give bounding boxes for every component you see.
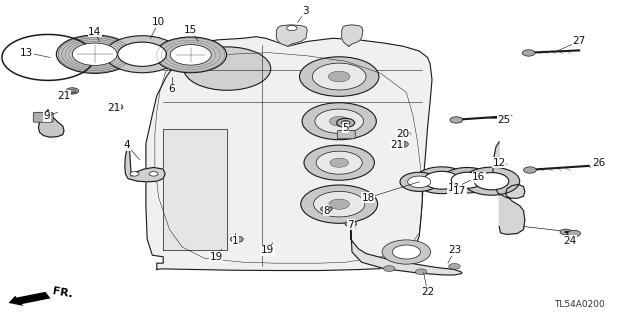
Circle shape <box>72 43 117 65</box>
Circle shape <box>451 172 483 188</box>
Circle shape <box>110 104 123 110</box>
Text: 6: 6 <box>168 84 175 94</box>
Text: 18: 18 <box>362 193 374 203</box>
Circle shape <box>300 57 379 96</box>
Text: 17: 17 <box>453 186 466 197</box>
Circle shape <box>329 199 349 209</box>
Circle shape <box>155 37 227 73</box>
Circle shape <box>328 71 350 82</box>
Polygon shape <box>163 129 227 250</box>
Text: 1: 1 <box>232 236 239 246</box>
Circle shape <box>149 172 158 176</box>
Text: 21: 21 <box>58 91 70 101</box>
Circle shape <box>56 35 133 73</box>
Circle shape <box>398 142 406 146</box>
Text: 26: 26 <box>592 158 605 168</box>
Text: 21: 21 <box>108 103 120 114</box>
Polygon shape <box>493 142 525 234</box>
Text: 7: 7 <box>348 220 354 230</box>
Circle shape <box>415 167 468 194</box>
FancyBboxPatch shape <box>33 112 53 122</box>
Circle shape <box>321 206 332 212</box>
Circle shape <box>68 89 76 93</box>
Circle shape <box>211 253 221 258</box>
Circle shape <box>568 230 580 237</box>
Text: 5: 5 <box>342 122 349 133</box>
Circle shape <box>399 130 410 136</box>
Polygon shape <box>38 110 64 137</box>
Text: 21: 21 <box>390 140 403 150</box>
Circle shape <box>442 167 493 193</box>
Text: 22: 22 <box>421 287 434 297</box>
Circle shape <box>184 47 271 90</box>
Text: 20: 20 <box>397 129 410 139</box>
Circle shape <box>424 171 460 189</box>
Circle shape <box>66 88 79 94</box>
Circle shape <box>474 173 509 190</box>
Circle shape <box>408 176 431 188</box>
Text: 16: 16 <box>472 172 485 182</box>
Circle shape <box>113 105 120 109</box>
Circle shape <box>560 229 572 235</box>
Text: 19: 19 <box>210 252 223 262</box>
Text: 10: 10 <box>152 17 165 27</box>
Circle shape <box>382 240 431 264</box>
FancyBboxPatch shape <box>337 130 355 139</box>
Text: 23: 23 <box>448 245 461 256</box>
Text: 19: 19 <box>261 245 274 256</box>
Text: 24: 24 <box>563 236 576 246</box>
Circle shape <box>522 50 535 56</box>
Circle shape <box>170 45 211 65</box>
Text: 25: 25 <box>498 115 511 125</box>
Text: 11: 11 <box>448 183 461 193</box>
Polygon shape <box>351 223 462 275</box>
Circle shape <box>383 266 395 271</box>
Circle shape <box>450 117 463 123</box>
Polygon shape <box>342 25 363 46</box>
Text: FR.: FR. <box>51 286 73 300</box>
FancyArrow shape <box>8 292 51 306</box>
Text: 9: 9 <box>44 111 50 122</box>
Circle shape <box>105 36 179 73</box>
Circle shape <box>337 118 355 127</box>
Circle shape <box>262 247 273 252</box>
Circle shape <box>524 167 536 173</box>
Circle shape <box>449 263 460 269</box>
Circle shape <box>316 151 362 174</box>
Circle shape <box>330 158 348 167</box>
Text: 3: 3 <box>303 6 309 16</box>
Circle shape <box>345 221 356 227</box>
Circle shape <box>118 42 166 66</box>
Circle shape <box>400 172 438 191</box>
Text: 13: 13 <box>20 48 33 58</box>
Circle shape <box>304 145 374 180</box>
Text: 27: 27 <box>573 36 586 47</box>
Polygon shape <box>146 37 432 271</box>
Polygon shape <box>276 25 307 46</box>
Text: 14: 14 <box>88 27 101 37</box>
Circle shape <box>130 172 139 176</box>
Circle shape <box>396 141 408 147</box>
Circle shape <box>302 103 376 140</box>
Text: 8: 8 <box>323 205 330 216</box>
Circle shape <box>330 116 349 126</box>
Circle shape <box>314 191 365 217</box>
Circle shape <box>230 236 243 242</box>
Circle shape <box>415 269 427 275</box>
Text: TL54A0200: TL54A0200 <box>554 300 605 309</box>
Circle shape <box>392 245 420 259</box>
Circle shape <box>287 26 297 31</box>
Text: 15: 15 <box>184 25 197 35</box>
Polygon shape <box>125 145 165 182</box>
Circle shape <box>312 63 366 90</box>
Circle shape <box>463 167 520 195</box>
Circle shape <box>341 121 350 125</box>
Text: 12: 12 <box>493 158 506 168</box>
Circle shape <box>315 109 364 133</box>
Text: 4: 4 <box>124 140 130 150</box>
Circle shape <box>301 185 378 223</box>
